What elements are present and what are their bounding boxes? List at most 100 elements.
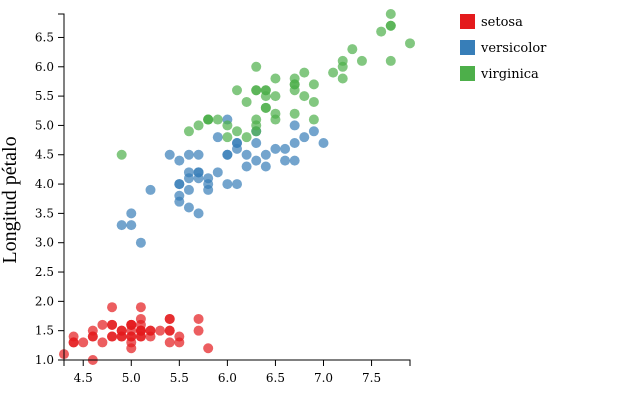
point-versicolor [174,155,185,166]
y-tick-label: 5.5 [35,89,54,103]
plot-area [59,9,415,365]
y-tick-label: 6.0 [35,60,54,74]
point-setosa [174,337,185,348]
y-tick-label: 6.5 [35,30,54,44]
point-versicolor [241,149,252,160]
point-versicolor [289,155,300,166]
point-virginica [356,55,367,66]
point-virginica [299,67,310,78]
point-virginica [289,108,300,119]
point-virginica [241,96,252,107]
y-tick-label: 3.0 [35,236,54,250]
legend-label-versicolor: versicolor [480,41,547,56]
x-tick-label: 7.5 [362,371,381,385]
point-setosa [116,331,127,342]
point-setosa [126,319,137,330]
y-axis-label: Longitud pétalo [0,136,21,263]
point-versicolor [126,220,137,231]
point-setosa [193,325,204,336]
point-versicolor [289,138,300,149]
point-versicolor [212,132,223,143]
y-tick-label: 5.0 [35,118,54,132]
point-virginica [251,85,262,96]
point-virginica [308,79,319,90]
point-setosa [107,302,118,313]
point-setosa [155,325,166,336]
point-setosa [164,325,175,336]
point-versicolor [222,179,233,190]
x-tick-label: 7.0 [314,371,333,385]
point-versicolor [251,155,262,166]
x-tick-label: 5.0 [122,371,141,385]
point-versicolor [193,149,204,160]
point-setosa [126,331,137,342]
point-versicolor [289,120,300,131]
point-versicolor [193,173,204,184]
point-virginica [251,61,262,72]
point-versicolor [193,208,204,219]
point-versicolor [251,138,262,149]
point-setosa [145,325,156,336]
point-virginica [308,96,319,107]
point-versicolor [260,161,271,172]
point-virginica [260,91,271,102]
point-setosa [107,319,118,330]
y-tick-label: 4.5 [35,148,54,162]
point-versicolor [135,237,146,248]
legend-swatch-versicolor [460,40,475,55]
point-versicolor [299,132,310,143]
point-versicolor [280,155,291,166]
y-axis: 1.0 1.5 2.0 2.5 3.0 3.5 4.0 4.5 5.0 5.5 6.0 6.5 [35,13,65,367]
x-tick-label: 5.5 [170,371,189,385]
point-versicolor [174,179,185,190]
point-virginica [212,114,223,125]
point-versicolor [203,179,214,190]
legend-swatch-setosa [460,14,475,29]
legend-label-virginica: virginica [480,67,539,82]
point-setosa [203,343,214,354]
point-setosa [97,337,108,348]
point-virginica [232,126,242,137]
point-versicolor [241,161,252,172]
point-virginica [251,120,262,131]
legend-swatch-virginica [460,66,475,81]
point-virginica [308,114,319,125]
legend-label-setosa: setosa [481,15,523,30]
point-versicolor [145,184,156,195]
point-setosa [68,337,79,348]
point-versicolor [183,202,194,213]
point-virginica [405,38,415,49]
point-virginica [337,61,348,72]
point-setosa [107,331,118,342]
y-tick-label: 1.5 [35,324,54,338]
x-axis-line [63,359,411,366]
point-virginica [385,9,396,19]
point-virginica [232,85,242,96]
point-virginica [270,108,281,119]
point-setosa [164,337,175,348]
point-virginica [385,55,396,66]
point-versicolor [232,179,242,190]
y-tick-label: 4.0 [35,177,54,191]
y-tick-label: 2.5 [35,265,54,279]
point-versicolor [222,149,233,160]
point-virginica [203,114,214,125]
point-virginica [376,26,387,37]
point-setosa [164,313,175,324]
point-virginica [241,132,252,143]
point-versicolor [308,126,319,137]
point-virginica [270,73,281,84]
point-virginica [222,120,233,131]
point-virginica [193,120,204,131]
point-virginica [222,132,233,143]
point-virginica [337,73,348,84]
point-versicolor [280,143,291,154]
point-setosa [87,331,98,342]
point-versicolor [183,149,194,160]
x-axis: 4.5 5.0 5.5 6.0 6.5 7.0 7.5 [63,359,411,385]
legend: setosa versicolor virginica [460,14,547,82]
point-virginica [116,149,127,160]
point-virginica [328,67,339,78]
y-tick-label: 1.0 [35,353,54,367]
